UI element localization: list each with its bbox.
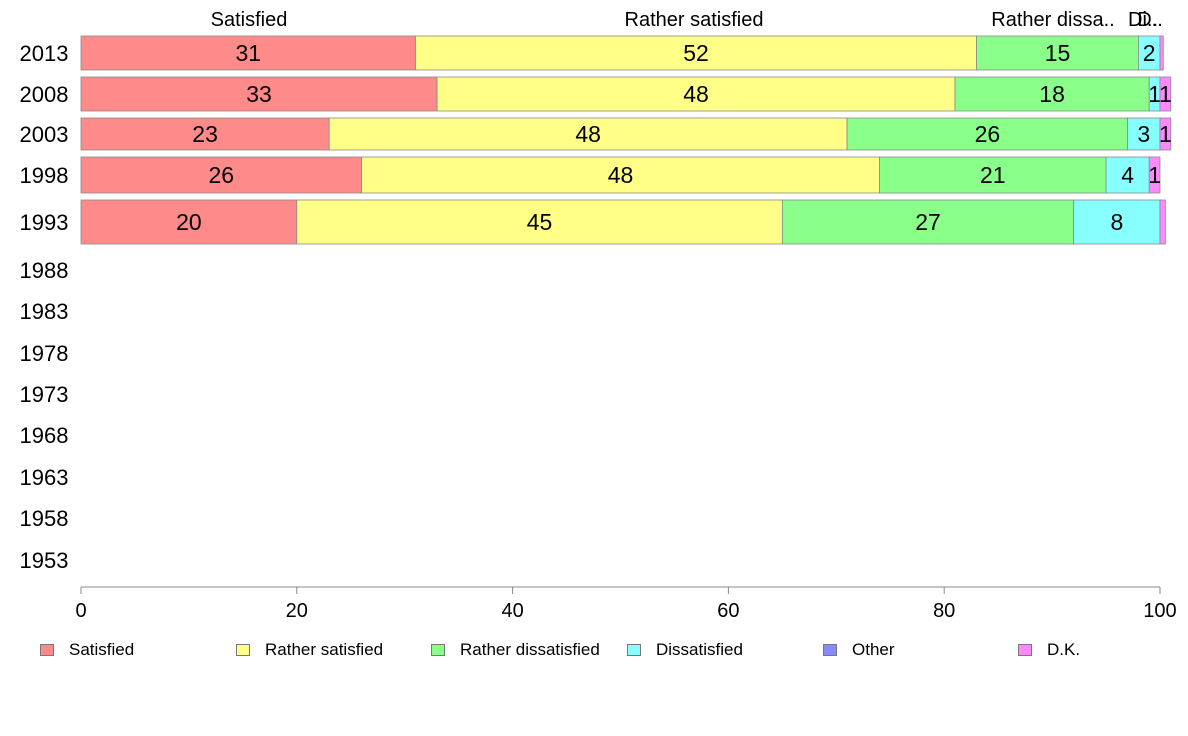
bar-segment: [80, 156, 362, 194]
bar-segment: [781, 199, 1075, 245]
data-label: 31: [235, 40, 261, 66]
bar-segment: [1105, 156, 1150, 194]
bar-segment: [1159, 35, 1164, 71]
legend-label: Rather satisfied: [265, 640, 384, 659]
year-label: 1998: [20, 163, 69, 188]
x-tick-label: 0: [75, 600, 86, 622]
legend-label: Other: [852, 640, 895, 659]
bar-segment: [436, 76, 956, 112]
data-label: 1: [1159, 81, 1172, 107]
data-label: 23: [192, 121, 218, 147]
x-tick-label: 100: [1143, 600, 1176, 622]
bar-segment: [80, 76, 438, 112]
data-label: 27: [915, 209, 941, 235]
bar-segment: [846, 117, 1129, 151]
legend-label: Dissatisfied: [656, 640, 743, 659]
legend-swatch: [1018, 644, 1032, 656]
year-label: 1978: [20, 341, 69, 366]
legend-swatch: [40, 644, 54, 656]
legend-item: Other: [823, 636, 895, 664]
data-label: 48: [575, 121, 601, 147]
legend-swatch: [236, 644, 250, 656]
data-label: 20: [176, 209, 202, 235]
top-series-label: Rather satisfied: [625, 9, 764, 31]
chart-legend: Satisfied Rather satisfied Rather dissatis…: [0, 636, 1188, 664]
year-label: 1983: [20, 299, 69, 324]
data-label: 21: [980, 162, 1006, 188]
data-label: 1: [1148, 81, 1161, 107]
bar-segment: [954, 76, 1150, 112]
data-label: 45: [527, 209, 553, 235]
data-label: 1: [1159, 121, 1172, 147]
legend-item: Rather dissatisfied: [431, 636, 600, 664]
bar-segment: [296, 199, 783, 245]
legend-item: Rather satisfied: [236, 636, 383, 664]
data-label: 1: [1148, 162, 1161, 188]
bar-segment: [1073, 199, 1161, 245]
x-tick-label: 80: [933, 600, 955, 622]
top-series-label: D..: [1137, 9, 1163, 31]
bar-segment: [80, 117, 330, 151]
legend-label: D.K.: [1047, 640, 1081, 659]
data-label: 26: [975, 121, 1001, 147]
data-label: 48: [683, 81, 709, 107]
year-label: 2003: [20, 122, 69, 147]
year-label: 1968: [20, 423, 69, 448]
bar-segment: [1159, 117, 1172, 151]
bar-segment: [1159, 76, 1172, 112]
bar-segment: [415, 35, 977, 71]
legend-swatch: [627, 644, 641, 656]
data-label: 4: [1121, 162, 1134, 188]
bar-segment: [879, 156, 1107, 194]
data-label: 48: [608, 162, 634, 188]
bar-segment: [1159, 199, 1166, 245]
data-label: 26: [208, 162, 234, 188]
year-label: 2008: [20, 82, 69, 107]
x-tick-label: 20: [286, 600, 308, 622]
year-label: 1963: [20, 465, 69, 490]
legend-label: Satisfied: [69, 640, 135, 659]
bar-segment: [80, 199, 298, 245]
x-tick-label: 40: [501, 600, 523, 622]
legend-swatch: [823, 644, 837, 656]
chart-area: Satisfied Rather satisfied Rather dissa.. D…: [20, 9, 1177, 622]
year-label: 1953: [20, 548, 69, 573]
year-label: 1958: [20, 506, 69, 531]
data-label: 3: [1137, 121, 1150, 147]
legend-item: Satisfied: [40, 636, 134, 664]
legend-item: Dissatisfied: [627, 636, 743, 664]
top-series-label: Rather dissa..: [991, 9, 1114, 31]
data-label: 52: [683, 40, 709, 66]
legend-label: Rather dissatisfied: [460, 640, 600, 659]
bar-segment: [328, 117, 848, 151]
x-tick-label: 60: [717, 600, 739, 622]
data-label: 8: [1110, 209, 1123, 235]
bar-segment: [1148, 156, 1161, 194]
year-label: 1993: [20, 210, 69, 235]
top-series-label: Di..: [1128, 9, 1158, 31]
legend-item: D.K.: [1018, 636, 1080, 664]
data-label: 15: [1045, 40, 1071, 66]
year-label: 1988: [20, 258, 69, 283]
data-label: 2: [1143, 40, 1156, 66]
data-label: 18: [1039, 81, 1065, 107]
year-label: 1973: [20, 382, 69, 407]
bar-segment: [361, 156, 880, 194]
year-label: 2013: [20, 41, 69, 66]
data-label: 33: [246, 81, 272, 107]
legend-swatch: [431, 644, 445, 656]
top-series-label: Satisfied: [211, 9, 288, 31]
